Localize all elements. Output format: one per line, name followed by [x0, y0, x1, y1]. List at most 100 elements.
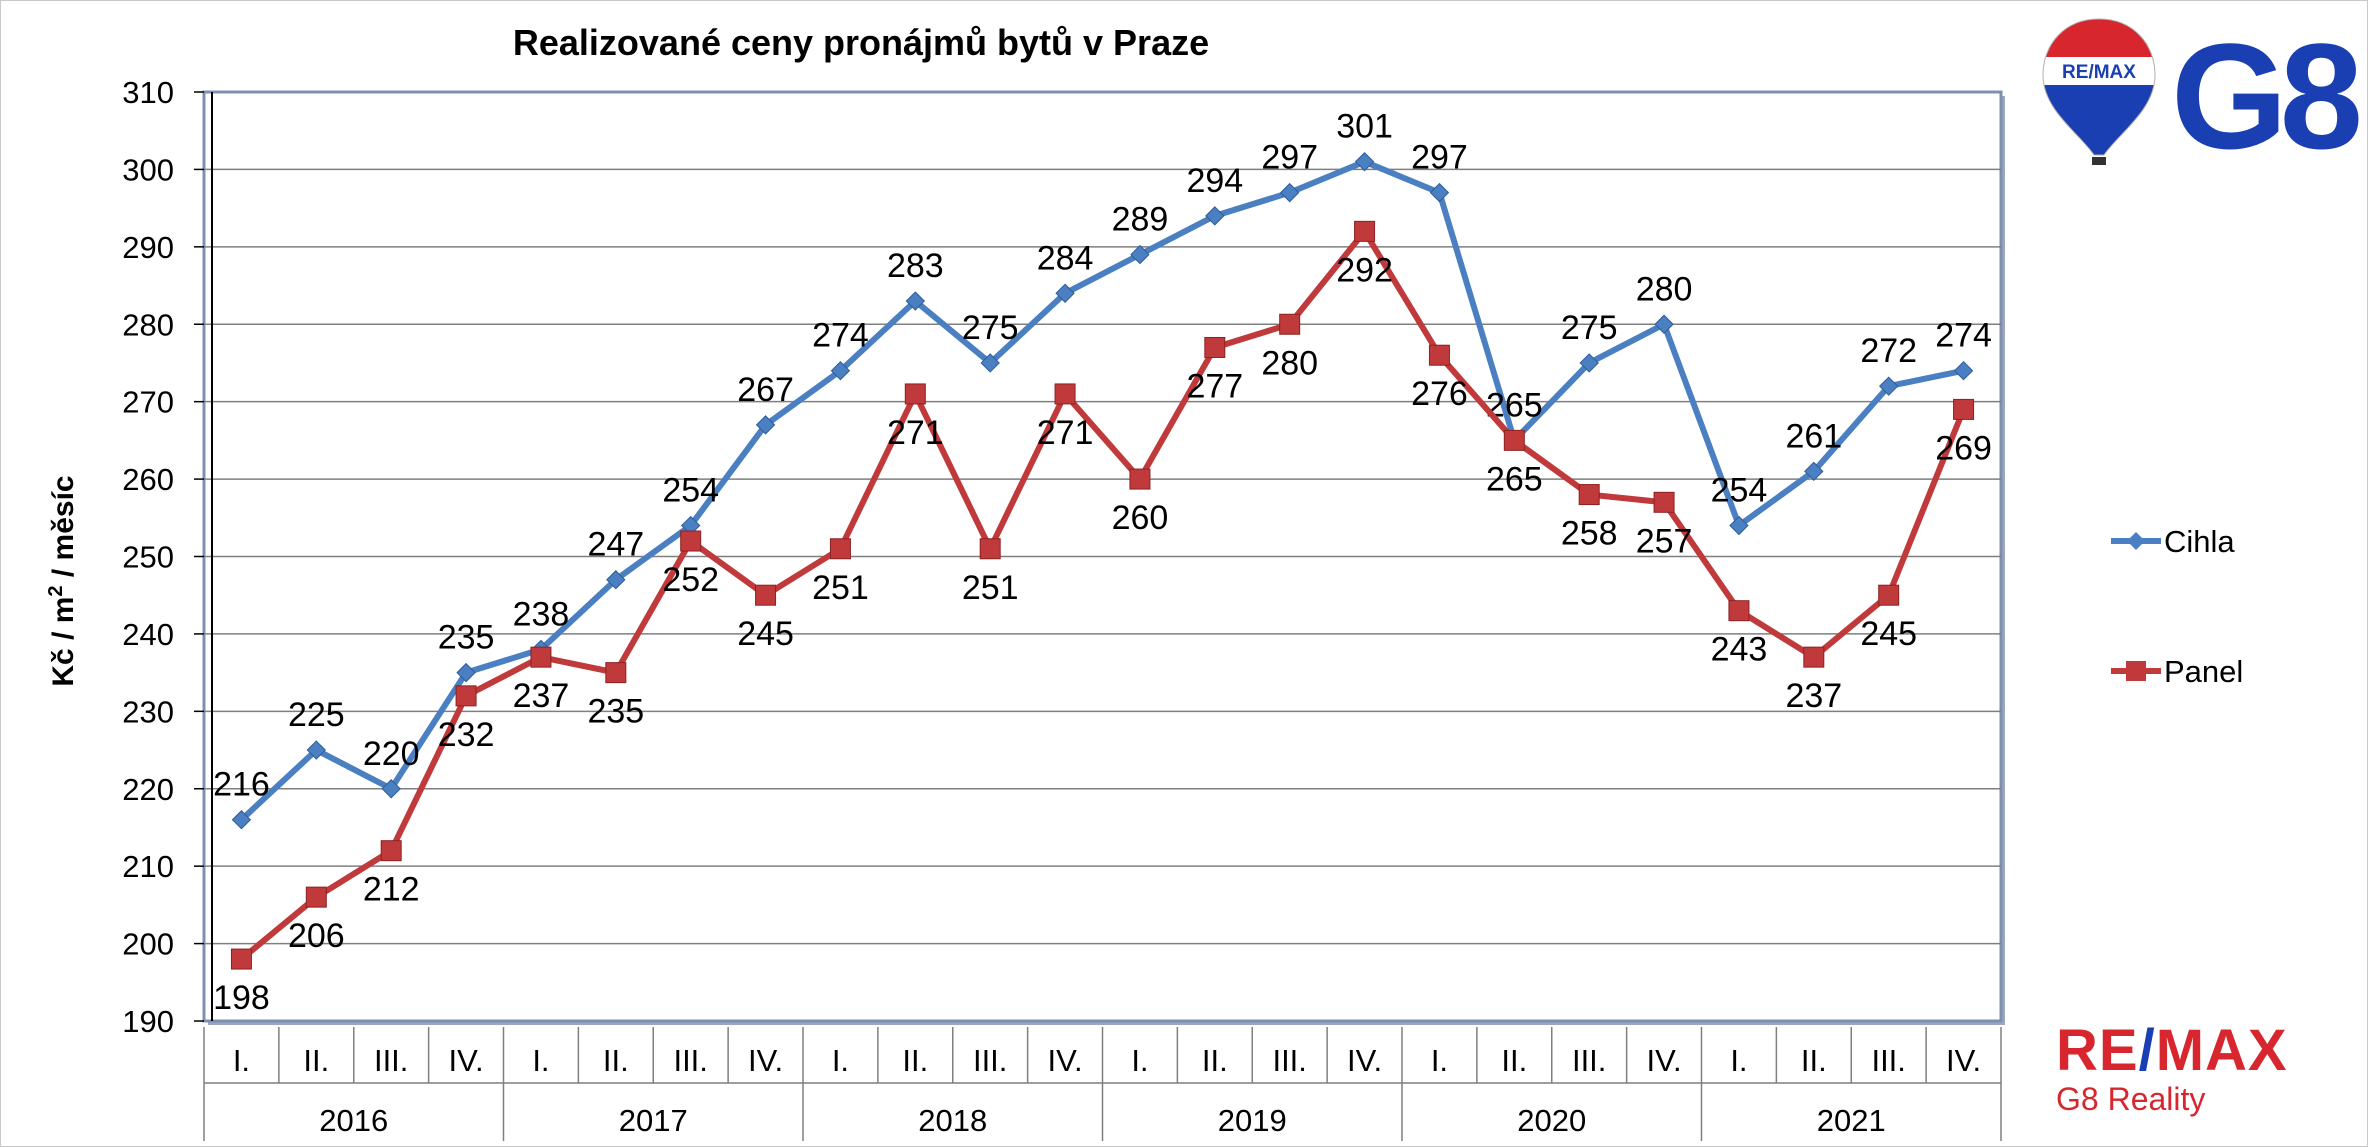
- data-point-cihla: [1729, 515, 1749, 536]
- data-point-panel: [1204, 336, 1226, 358]
- data-point-panel: [1054, 383, 1076, 405]
- y-axis-label-rest: / měsíc: [47, 475, 80, 585]
- data-point-cihla: [1878, 376, 1899, 396]
- y-tick-label: 190: [122, 1004, 174, 1039]
- data-label-cihla: 267: [737, 371, 794, 409]
- data-point-cihla: [830, 360, 851, 381]
- data-label-cihla: 274: [1935, 317, 1992, 355]
- data-label-panel: 251: [812, 569, 869, 607]
- data-label-cihla: 220: [363, 735, 420, 773]
- data-label-cihla: 289: [1112, 201, 1169, 239]
- x-tick-label: IV.: [748, 1043, 783, 1078]
- data-point-cihla: [1130, 244, 1150, 265]
- data-point-panel: [455, 685, 477, 707]
- x-tick-label: I.: [1730, 1043, 1747, 1078]
- data-point-cihla: [1354, 151, 1375, 172]
- y-tick-label: 290: [122, 230, 174, 265]
- x-tick-label: IV.: [449, 1043, 484, 1078]
- x-tick-label: II.: [1501, 1043, 1527, 1078]
- data-point-panel: [904, 383, 926, 405]
- data-label-panel: 260: [1112, 499, 1169, 537]
- data-label-panel: 292: [1336, 251, 1393, 289]
- data-label-panel: 271: [1037, 414, 1094, 452]
- x-tick-label: IV.: [1347, 1043, 1382, 1078]
- x-tick-label: III.: [973, 1043, 1007, 1078]
- remax-balloon-logo: RE/MAX: [2039, 15, 2159, 175]
- x-tick-label: IV.: [1946, 1043, 1981, 1078]
- data-point-panel: [1878, 584, 1900, 606]
- year-label: 2018: [918, 1103, 987, 1138]
- data-label-cihla: 235: [438, 619, 495, 657]
- legend-marker-panel: [2126, 661, 2146, 681]
- remax-wordmark-re: RE: [2056, 1018, 2139, 1083]
- data-point-cihla: [1953, 360, 1974, 381]
- y-tick-label: 270: [122, 385, 174, 420]
- data-point-cihla: [456, 662, 476, 683]
- y-tick-label: 240: [122, 617, 174, 652]
- data-label-panel: 198: [213, 979, 270, 1017]
- x-tick-label: I.: [1131, 1043, 1148, 1078]
- data-label-panel: 280: [1261, 344, 1318, 382]
- x-tick-label: I.: [832, 1043, 849, 1078]
- data-label-panel: 269: [1935, 429, 1992, 467]
- x-tick-label: II.: [303, 1043, 329, 1078]
- x-tick-label: III.: [673, 1043, 707, 1078]
- data-point-panel: [755, 584, 777, 606]
- data-label-cihla: 297: [1411, 139, 1468, 177]
- data-point-cihla: [905, 291, 926, 311]
- data-point-panel: [605, 662, 627, 684]
- data-label-cihla: 284: [1037, 239, 1094, 277]
- x-tick-label: IV.: [1048, 1043, 1083, 1078]
- y-tick-label: 300: [122, 152, 174, 187]
- y-tick-label: 210: [122, 849, 174, 884]
- data-label-panel: 243: [1711, 631, 1768, 669]
- data-label-cihla: 297: [1261, 139, 1318, 177]
- data-label-panel: 237: [513, 677, 570, 715]
- data-point-panel: [1803, 646, 1825, 668]
- data-point-panel: [530, 646, 552, 668]
- x-tick-label: III.: [374, 1043, 408, 1078]
- x-tick-label: III.: [1572, 1043, 1606, 1078]
- data-point-panel: [1953, 398, 1975, 420]
- data-label-cihla: 254: [662, 472, 719, 510]
- series-line-cihla: [239, 158, 1965, 822]
- data-point-panel: [1428, 344, 1450, 366]
- chart-title: Realizované ceny pronájmů bytů v Praze: [513, 22, 1209, 63]
- data-point-panel: [305, 886, 327, 908]
- data-label-cihla: 283: [887, 247, 944, 285]
- data-point-panel: [680, 530, 702, 552]
- x-tick-label: I.: [532, 1043, 549, 1078]
- data-point-cihla: [606, 570, 626, 590]
- data-label-panel: 277: [1186, 367, 1243, 405]
- data-label-cihla: 280: [1636, 270, 1693, 308]
- data-label-cihla: 254: [1711, 472, 1768, 510]
- data-label-panel: 251: [962, 569, 1019, 607]
- data-label-cihla: 275: [962, 309, 1019, 347]
- x-tick-label: III.: [1871, 1043, 1905, 1078]
- data-label-panel: 257: [1636, 522, 1693, 560]
- data-label-panel: 235: [587, 693, 644, 731]
- data-point-cihla: [1804, 461, 1824, 482]
- data-point-cihla: [1429, 182, 1450, 203]
- data-point-panel: [1129, 468, 1151, 490]
- x-tick-label: II.: [902, 1043, 928, 1078]
- data-point-panel: [1354, 220, 1376, 242]
- legend-label-cihla: Cihla: [2164, 524, 2235, 559]
- legend: Cihla Panel: [2111, 524, 2243, 689]
- data-point-panel: [979, 538, 1001, 560]
- data-label-cihla: 272: [1860, 332, 1917, 370]
- data-label-cihla: 294: [1186, 162, 1243, 200]
- data-label-cihla: 216: [213, 766, 270, 804]
- data-point-panel: [1279, 313, 1301, 335]
- year-label: 2021: [1817, 1103, 1886, 1138]
- y-tick-label: 310: [122, 75, 174, 110]
- data-label-panel: 245: [1860, 615, 1917, 653]
- data-point-cihla: [1579, 353, 1599, 373]
- data-label-panel: 237: [1785, 677, 1842, 715]
- data-point-cihla: [231, 810, 252, 830]
- data-point-cihla: [381, 779, 401, 799]
- y-axis-label-main: Kč / m: [47, 597, 80, 687]
- data-label-cihla: 301: [1336, 108, 1393, 146]
